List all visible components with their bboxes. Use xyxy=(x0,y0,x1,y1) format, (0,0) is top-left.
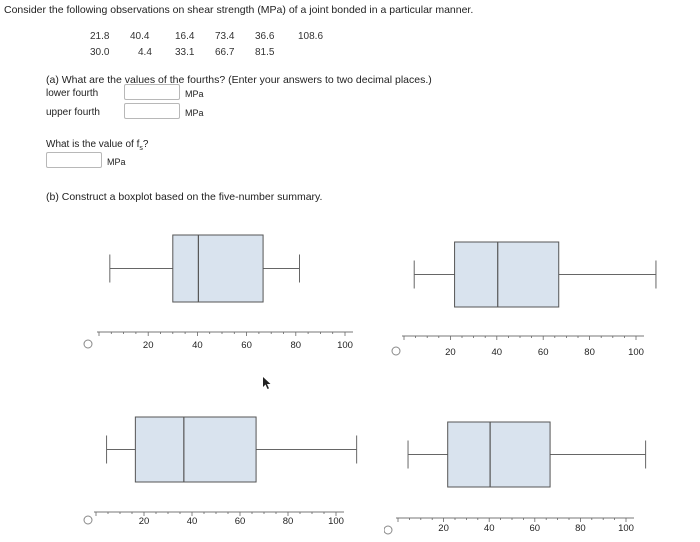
tick-label: 80 xyxy=(575,523,586,534)
tick-label: 60 xyxy=(530,523,541,534)
tick-label: 80 xyxy=(584,347,595,358)
tick-label: 40 xyxy=(492,347,503,358)
upper-fourth-input[interactable] xyxy=(124,103,180,119)
option-radio-button[interactable] xyxy=(384,525,393,535)
observation: 36.6 xyxy=(255,31,275,42)
fs-prompt-sub: s xyxy=(139,145,143,152)
observation: 40.4 xyxy=(130,31,150,42)
lower-fourth-label: lower fourth xyxy=(46,88,99,99)
fs-prompt-prefix: What is the value of f xyxy=(46,139,140,150)
part-b-prompt: (b) Construct a boxplot based on the fiv… xyxy=(46,191,323,203)
observation: 66.7 xyxy=(215,47,235,58)
tick-label: 20 xyxy=(139,516,150,527)
tick-label: 60 xyxy=(538,347,549,358)
box-iqr xyxy=(454,241,560,308)
mouse-cursor-icon xyxy=(263,377,271,389)
tick-label: 100 xyxy=(628,347,644,358)
tick-label: 60 xyxy=(241,340,252,351)
tick-label: 20 xyxy=(445,347,456,358)
tick-label: 20 xyxy=(438,523,449,534)
tick-label: 40 xyxy=(187,516,198,527)
tick-label: 80 xyxy=(283,516,294,527)
observation: 81.5 xyxy=(255,47,275,58)
observation: 73.4 xyxy=(215,31,235,42)
lower-fourth-unit: MPa xyxy=(185,89,204,99)
observation: 16.4 xyxy=(175,31,195,42)
option-radio-button[interactable] xyxy=(83,339,93,349)
observation: 33.1 xyxy=(175,47,195,58)
fs-input[interactable] xyxy=(46,152,102,168)
fs-prompt-suffix: ? xyxy=(142,139,149,150)
observation: 108.6 xyxy=(298,31,324,42)
observation: 30.0 xyxy=(90,47,110,58)
tick-label: 100 xyxy=(618,523,634,534)
observation: 21.8 xyxy=(90,31,110,42)
tick-label: 20 xyxy=(143,340,154,351)
option-radio-button[interactable] xyxy=(391,346,401,356)
upper-fourth-label: upper fourth xyxy=(46,107,100,118)
part-a-prompt: (a) What are the values of the fourths? … xyxy=(46,74,432,86)
boxplot-option-4: 20 40 60 80 100 xyxy=(384,421,647,535)
tick-label: 100 xyxy=(328,516,344,527)
boxplot-option-3: 20 40 60 80 100 xyxy=(83,416,358,527)
box-iqr xyxy=(447,421,551,488)
box-iqr xyxy=(172,234,264,303)
tick-label: 40 xyxy=(192,340,203,351)
box-iqr xyxy=(134,416,257,483)
tick-label: 100 xyxy=(337,340,353,351)
question-title: Consider the following observations on s… xyxy=(4,4,474,16)
tick-label: 40 xyxy=(484,523,495,534)
observation: 4.4 xyxy=(138,47,152,58)
boxplot-option-2: 20 40 60 80 100 xyxy=(391,241,657,358)
tick-label: 60 xyxy=(235,516,246,527)
upper-fourth-unit: MPa xyxy=(185,108,204,118)
tick-label: 80 xyxy=(291,340,302,351)
lower-fourth-input[interactable] xyxy=(124,84,180,100)
fs-prompt: What is the value of fs? xyxy=(46,139,148,152)
boxplot-option-1: 20 40 60 80 100 xyxy=(83,234,353,351)
fs-unit: MPa xyxy=(107,157,126,167)
option-radio-button[interactable] xyxy=(83,515,93,525)
